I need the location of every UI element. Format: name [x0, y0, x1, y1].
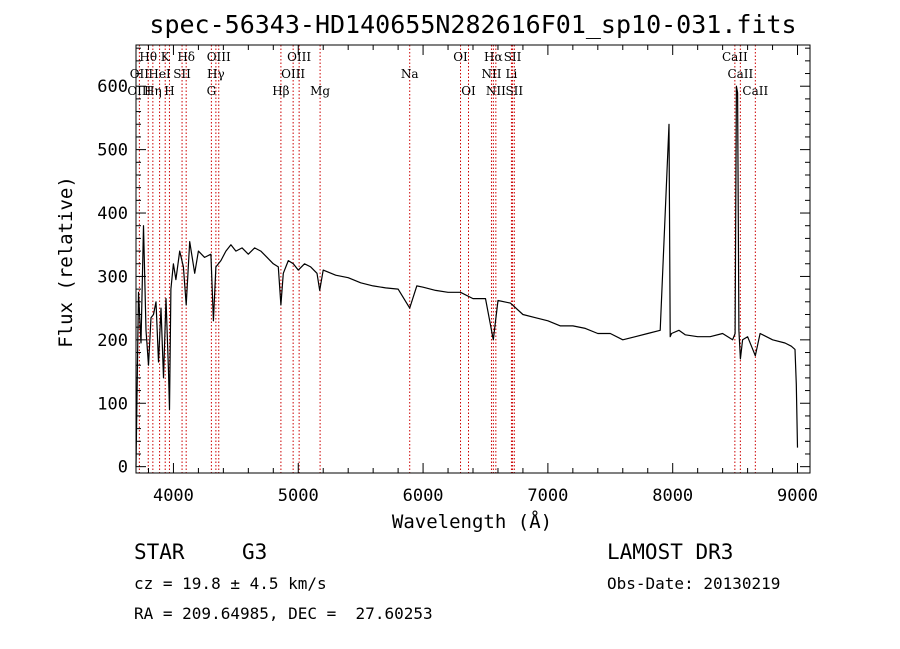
- observation-date: Obs-Date: 20130219: [607, 574, 781, 593]
- spectral-line-label: OIII: [287, 50, 311, 64]
- chart-title: spec-56343-HD140655N282616F01_sp10-031.f…: [149, 10, 796, 39]
- spectral-line-label: HeI: [148, 67, 171, 81]
- spectral-line-label: OIII: [281, 67, 305, 81]
- y-tick-label: 500: [97, 141, 128, 161]
- spectral-line-label: Hδ: [177, 50, 195, 64]
- plot-frame: [135, 44, 811, 474]
- x-axis-label: Wavelength (Å): [392, 510, 552, 533]
- spectrum-series-line: [135, 85, 799, 467]
- spectral-line-label: Hα: [484, 50, 503, 64]
- y-tick-label: 200: [97, 331, 128, 351]
- spectral-line-label: Hβ: [272, 84, 289, 98]
- spectral-line-label: CaII: [722, 50, 748, 64]
- y-tick-label: 600: [97, 77, 128, 97]
- plot-axes: [135, 44, 811, 474]
- spectral-line-label: G: [207, 84, 217, 98]
- x-tick-label: 6000: [403, 486, 444, 506]
- object-subclass: G3: [242, 540, 268, 564]
- spectral-line-label: OI: [453, 50, 468, 64]
- spectral-line-label: Na: [401, 67, 419, 81]
- spectral-line-label: SII: [173, 67, 191, 81]
- y-tick-label: 0: [118, 458, 128, 478]
- spectral-line-label: Hη: [144, 84, 162, 98]
- spectral-line-label: NII: [486, 84, 506, 98]
- y-axis-label: Flux (relative): [55, 176, 77, 348]
- y-tick-label: 300: [97, 267, 128, 287]
- spectral-line-label: OIII: [207, 50, 231, 64]
- redshift-velocity: cz = 19.8 ± 4.5 km/s: [134, 574, 327, 593]
- tick-labels: 4000 5000 6000 7000 8000 9000 0 100 200 300 400 500…: [97, 77, 818, 506]
- spectral-line-label: K: [161, 50, 171, 64]
- spectral-line-label: OI: [461, 84, 476, 98]
- x-tick-label: 7000: [527, 486, 568, 506]
- spectral-line-label: CaII: [742, 84, 768, 98]
- spectral-line-label: OIII: [127, 84, 151, 98]
- y-tick-label: 400: [97, 204, 128, 224]
- survey-name: LAMOST DR3: [607, 540, 734, 564]
- spectral-line-label: H: [164, 84, 174, 98]
- sky-coordinates: RA = 209.64985, DEC = 27.60253: [134, 604, 433, 623]
- y-tick-label: 100: [97, 394, 128, 414]
- spectral-line-label: Mg: [310, 84, 330, 98]
- spectral-line-label: Hθ: [139, 50, 157, 64]
- spectral-line-label: SII: [505, 84, 523, 98]
- spectral-line-label: CaII: [727, 67, 753, 81]
- object-class: STAR: [134, 540, 185, 564]
- spectral-line-label: NII: [481, 67, 501, 81]
- spectral-line-label: SII: [504, 50, 522, 64]
- spectral-line-label: Li: [506, 67, 518, 81]
- x-tick-label: 9000: [777, 486, 818, 506]
- x-tick-label: 5000: [278, 486, 319, 506]
- x-tick-label: 4000: [153, 486, 194, 506]
- spectral-line-label: Hγ: [207, 67, 225, 81]
- x-tick-label: 8000: [652, 486, 693, 506]
